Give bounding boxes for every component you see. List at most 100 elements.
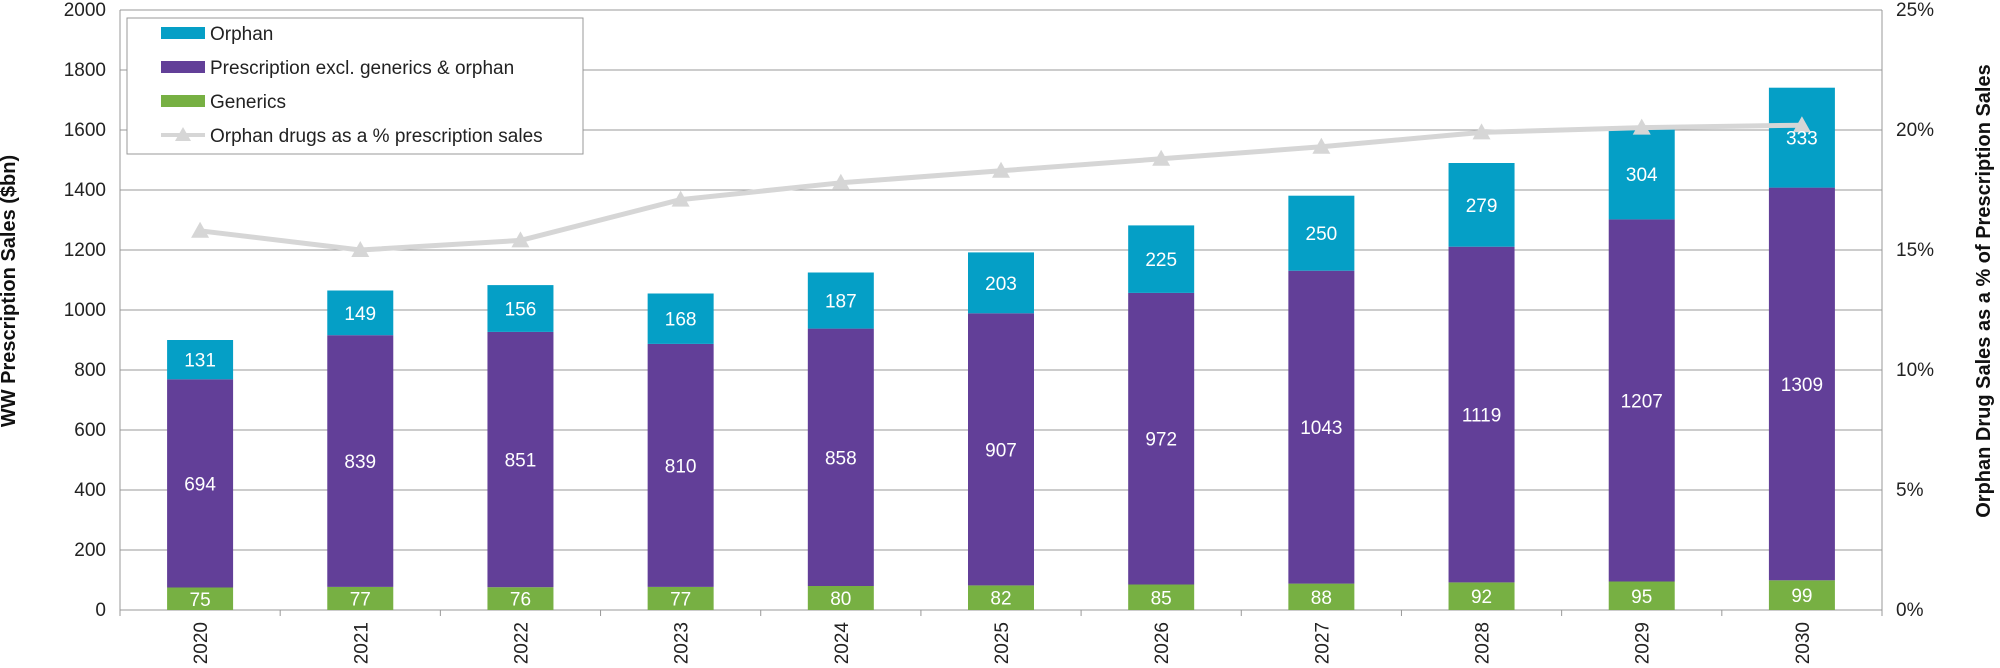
bar-orphan-2026 <box>1128 225 1195 293</box>
bar-prescription-excl-generics-orphan-2029 <box>1608 219 1675 582</box>
legend-box <box>126 17 584 155</box>
x-tick-label: 2023 <box>672 622 693 664</box>
legend-swatch <box>161 27 205 39</box>
y2-tick-label: 20% <box>1896 120 1934 141</box>
bar-generics-2025 <box>968 585 1034 610</box>
bar-value-label: 1207 <box>1621 391 1663 412</box>
y2-axis-title: Orphan Drug Sales as a % of Prescription… <box>1973 64 1995 518</box>
bar-value-label: 279 <box>1466 196 1498 217</box>
percent-point-marker <box>1472 123 1491 140</box>
y-tick-label: 0 <box>95 600 106 621</box>
bar-value-label: 839 <box>344 452 376 473</box>
bar-value-label: 225 <box>1145 250 1177 271</box>
bar-prescription-excl-generics-orphan-2027 <box>1288 270 1355 584</box>
bar-prescription-excl-generics-orphan-2030 <box>1768 187 1835 581</box>
x-tick-label: 2030 <box>1793 622 1814 664</box>
bar-orphan-2023 <box>647 293 714 344</box>
bar-prescription-excl-generics-orphan-2022 <box>487 331 554 588</box>
bar-value-label: 1043 <box>1300 418 1342 439</box>
x-tick-label: 2021 <box>351 622 372 664</box>
x-tick-label: 2024 <box>832 622 853 665</box>
bar-value-label: 82 <box>990 589 1011 610</box>
bar-generics-2027 <box>1288 583 1355 610</box>
percent-point-marker <box>992 161 1010 178</box>
bar-generics-2030 <box>1768 580 1835 610</box>
x-tick-label: 2020 <box>191 622 212 664</box>
bar-value-label: 88 <box>1311 588 1332 609</box>
bar-value-label: 250 <box>1306 224 1338 245</box>
bar-orphan-2021 <box>327 290 394 336</box>
bar-value-label: 810 <box>665 456 697 477</box>
bar-prescription-excl-generics-orphan-2023 <box>647 343 714 587</box>
bar-orphan-2022 <box>487 285 554 332</box>
percent-point-marker <box>351 241 370 257</box>
bar-value-label: 92 <box>1471 587 1492 608</box>
bar-value-label: 168 <box>665 310 697 331</box>
percent-line-series <box>191 116 1811 257</box>
y-tick-label: 600 <box>74 420 106 441</box>
bar-orphan-2024 <box>807 272 874 329</box>
y-tick-label: 1200 <box>64 240 106 261</box>
bar-value-label: 1309 <box>1781 375 1823 396</box>
legend-label: Orphan drugs as a % prescription sales <box>210 126 543 147</box>
bar-value-label: 131 <box>184 351 216 372</box>
y-axis-title: WW Prescription Sales ($bn) <box>0 155 20 427</box>
percent-point-marker <box>831 173 850 190</box>
bar-generics-2028 <box>1448 582 1515 610</box>
bar-value-label: 95 <box>1631 587 1652 608</box>
bar-value-label: 75 <box>190 590 211 611</box>
x-tick-label: 2027 <box>1312 622 1333 664</box>
bar-prescription-excl-generics-orphan-2021 <box>327 335 394 587</box>
bar-generics-2024 <box>807 586 874 610</box>
right-axis-ticks: 0% 5% 10% 15% 20% 25% <box>1896 0 1934 621</box>
y-tick-label: 1400 <box>64 180 106 201</box>
bar-orphan-2030 <box>1768 87 1835 188</box>
bar-prescription-excl-generics-orphan-2024 <box>807 328 874 586</box>
percent-point-marker <box>1152 149 1171 166</box>
bar-orphan-2025 <box>968 252 1034 314</box>
x-tick-label: 2029 <box>1633 622 1654 664</box>
bar-value-label: 694 <box>184 474 216 495</box>
bar-value-label: 972 <box>1145 430 1177 451</box>
bar-generics-2023 <box>647 586 714 610</box>
bar-value-label: 99 <box>1791 586 1812 607</box>
bar-orphan-2020 <box>167 340 234 380</box>
bar-value-label: 333 <box>1786 129 1818 150</box>
bar-value-label: 77 <box>350 589 371 610</box>
bar-orphan-2027 <box>1288 195 1355 271</box>
bar-generics-2026 <box>1128 584 1195 610</box>
y2-tick-label: 15% <box>1896 240 1934 261</box>
y-tick-label: 200 <box>74 540 106 561</box>
y-tick-label: 800 <box>74 360 106 381</box>
y-tick-label: 1000 <box>64 300 106 321</box>
bar-generics-2029 <box>1608 581 1675 610</box>
left-axis-ticks: 0 200 400 600 800 1000 1200 1400 1600 1800 2000 <box>64 0 106 621</box>
y-tick-label: 2000 <box>64 0 106 21</box>
legend-label: Prescription excl. generics & orphan <box>210 58 514 79</box>
bar-value-label: 85 <box>1151 588 1172 609</box>
bar-value-label: 907 <box>985 440 1017 461</box>
bar-orphan-2028 <box>1448 163 1515 247</box>
x-axis-ticks: 2020 2021 2022 2023 2024 2025 2026 2027 2028 2029… <box>119 610 1883 665</box>
percent-point-marker <box>671 190 690 207</box>
bar-value-label: 203 <box>985 274 1017 295</box>
percent-point-marker <box>511 231 530 248</box>
bar-prescription-excl-generics-orphan-2026 <box>1128 292 1195 585</box>
percent-point-marker <box>1312 137 1331 154</box>
percent-point-marker <box>1792 116 1811 133</box>
legend-label: Generics <box>210 92 286 113</box>
bar-value-label: 1119 <box>1462 406 1501 427</box>
bar-orphan-2029 <box>1608 128 1675 220</box>
legend: Orphan Prescription excl. generics & orph… <box>126 17 584 155</box>
bars <box>167 87 1835 610</box>
bar-value-label: 851 <box>505 451 537 472</box>
bar-value-label: 858 <box>825 448 857 469</box>
bar-value-label: 304 <box>1626 165 1658 186</box>
bar-value-label: 80 <box>830 589 851 610</box>
y2-tick-label: 10% <box>1896 360 1934 381</box>
percent-point-marker <box>191 221 210 238</box>
x-tick-label: 2026 <box>1152 622 1173 664</box>
legend-marker <box>175 127 191 141</box>
x-tick-label: 2022 <box>511 622 532 664</box>
